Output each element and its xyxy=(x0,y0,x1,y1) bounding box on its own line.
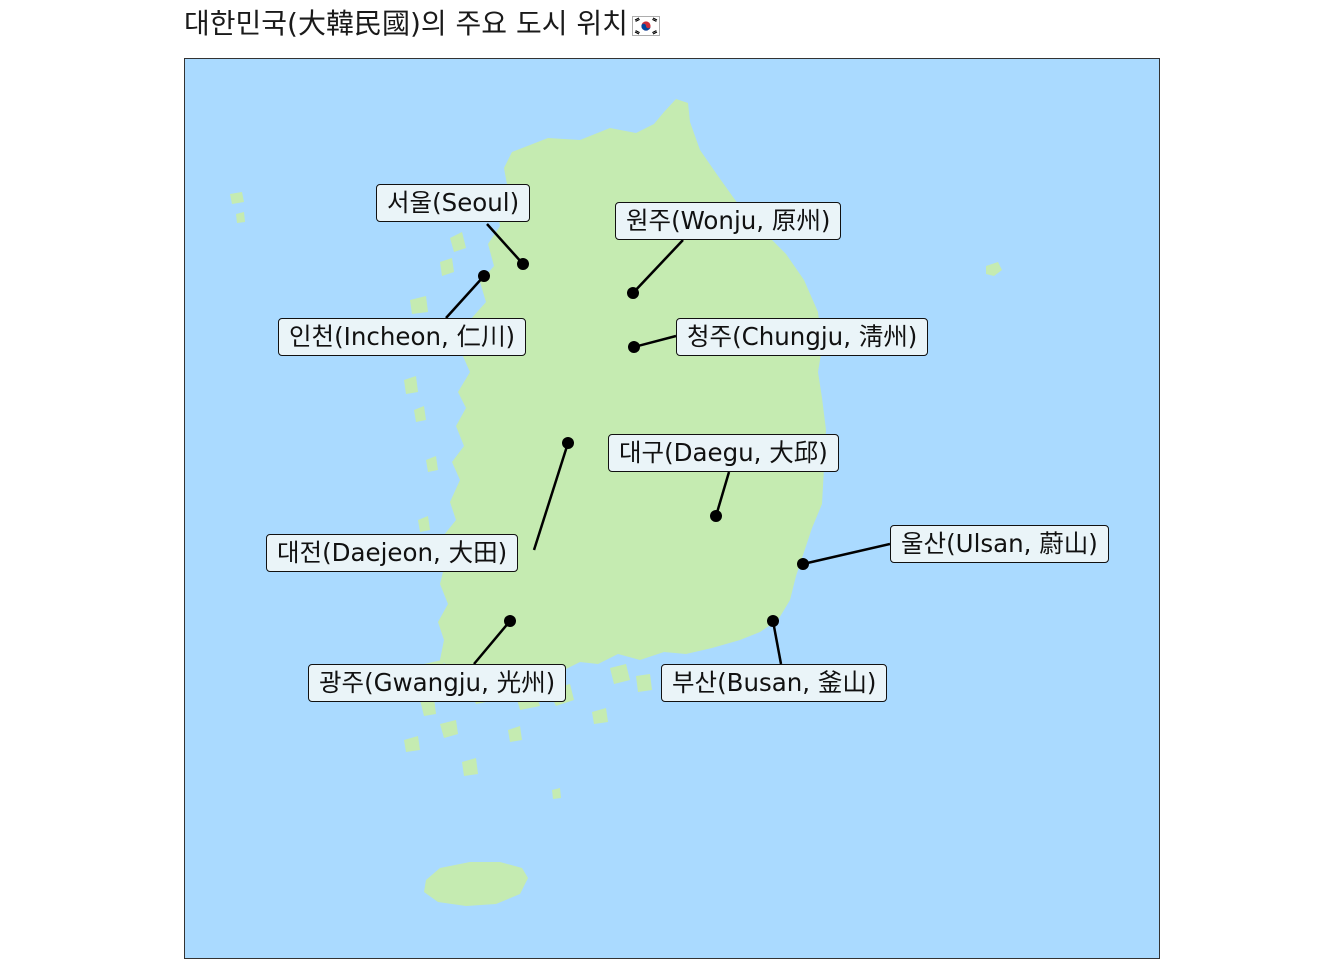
city-point-incheon[interactable] xyxy=(478,270,490,282)
city-point-seoul[interactable] xyxy=(517,258,529,270)
label-ulsan[interactable]: 울산(Ulsan, 蔚山) xyxy=(890,525,1109,563)
label-cheongju-text: 청주(Chungju, 淸州) xyxy=(687,322,918,351)
label-incheon[interactable]: 인천(Incheon, 仁川) xyxy=(278,318,527,356)
leader-line-daegu xyxy=(714,471,731,517)
label-daegu-text: 대구(Daegu, 大邱) xyxy=(619,438,828,467)
leader-line-daejeon xyxy=(532,442,570,551)
label-daejeon[interactable]: 대전(Daejeon, 大田) xyxy=(266,534,519,572)
map-title: 대한민국(大韓民國)의 주요 도시 위치 xyxy=(184,4,660,47)
label-cheongju[interactable]: 청주(Chungju, 淸州) xyxy=(676,318,929,356)
label-wonju-text: 원주(Wonju, 原州) xyxy=(626,206,831,235)
label-gwangju-text: 광주(Gwangju, 光州) xyxy=(319,668,556,697)
south-korea-flag-icon xyxy=(632,7,660,47)
city-point-wonju[interactable] xyxy=(627,287,639,299)
leader-line-gwangju xyxy=(473,620,511,665)
label-busan[interactable]: 부산(Busan, 釜山) xyxy=(661,664,888,702)
city-point-busan[interactable] xyxy=(767,615,779,627)
label-busan-text: 부산(Busan, 釜山) xyxy=(672,668,877,697)
label-daegu[interactable]: 대구(Daegu, 大邱) xyxy=(608,434,839,472)
label-ulsan-text: 울산(Ulsan, 蔚山) xyxy=(901,529,1098,558)
city-point-cheongju[interactable] xyxy=(628,341,640,353)
city-points xyxy=(478,258,809,627)
label-wonju[interactable]: 원주(Wonju, 原州) xyxy=(615,202,842,240)
leader-line-busan xyxy=(771,620,783,665)
label-daejeon-text: 대전(Daejeon, 大田) xyxy=(277,538,508,567)
west-coast-islands xyxy=(230,192,466,532)
leader-line-cheongju xyxy=(633,334,677,349)
jeju-island xyxy=(424,862,528,906)
leader-line-ulsan xyxy=(802,542,891,566)
leader-line-seoul xyxy=(486,223,524,265)
label-gwangju[interactable]: 광주(Gwangju, 光州) xyxy=(308,664,567,702)
city-point-daegu[interactable] xyxy=(710,510,722,522)
label-incheon-text: 인천(Incheon, 仁川) xyxy=(289,322,516,351)
city-point-daejeon[interactable] xyxy=(562,437,574,449)
label-seoul[interactable]: 서울(Seoul) xyxy=(376,184,531,222)
map-title-text: 대한민국(大韓民國)의 주요 도시 위치 xyxy=(184,7,628,40)
leader-line-wonju xyxy=(632,239,684,294)
city-point-gwangju[interactable] xyxy=(504,615,516,627)
leader-line-incheon xyxy=(445,275,485,319)
mainland-korea xyxy=(438,99,826,680)
city-point-ulsan[interactable] xyxy=(797,558,809,570)
label-seoul-text: 서울(Seoul) xyxy=(387,188,520,217)
leader-lines xyxy=(445,223,891,665)
ulleungdo-island xyxy=(986,262,1002,276)
